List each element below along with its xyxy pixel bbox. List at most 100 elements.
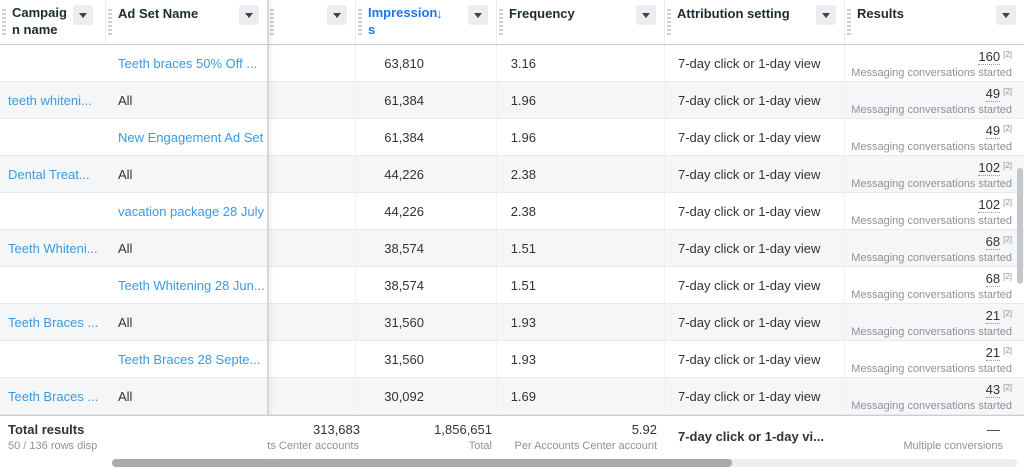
frequency-cell: 1.93 [497,304,665,340]
result-type-label: Messaging conversations started [851,67,1012,79]
ad-set-name-cell: All [106,230,268,266]
ad-set-link[interactable]: Teeth Whitening 28 Jun... [118,277,265,293]
column-header[interactable]: Impressions ↓ [356,0,497,44]
column-header-label: Results [857,6,904,21]
ad-set-link[interactable]: All [118,388,133,404]
column-header-label: Attribution setting [677,6,790,21]
result-value[interactable]: 49 [985,123,1001,139]
results-cell: 102 [2] Messaging conversations started [845,156,1024,192]
impressions-cell: 61,384 [356,82,497,118]
empty-cell [268,341,356,377]
column-drag-handle-icon[interactable] [270,9,274,35]
result-value[interactable]: 68 [985,234,1001,250]
result-footnote: [2] [1003,272,1012,281]
vertical-scrollbar-thumb[interactable] [1017,168,1023,284]
campaign-link[interactable]: Dental Treat... [8,166,90,182]
frequency-caption: Per Accounts Center account [514,440,657,452]
result-value[interactable]: 21 [985,308,1001,324]
results-cell: 21 [2] Messaging conversations started [845,341,1024,377]
campaign-link[interactable]: teeth whiteni... [8,92,92,108]
impressions-caption: Total [468,440,492,452]
column-drag-handle-icon[interactable] [667,9,671,35]
frequency-cell: 1.93 [497,341,665,377]
empty-cell [268,119,356,155]
chevron-down-icon [245,12,253,18]
empty-cell [268,267,356,303]
column-menu-button[interactable] [996,5,1016,25]
campaign-name-cell [0,119,106,155]
result-type-label: Messaging conversations started [851,289,1012,301]
rows-displayed-label: 50 / 136 rows disp [8,440,98,452]
results-cell: 160 [2] Messaging conversations started [845,45,1024,81]
result-value-line: 49 [2] [845,123,1012,140]
result-value[interactable]: 68 [985,271,1001,287]
total-results-label: Total results [8,422,85,437]
campaign-link[interactable]: Teeth Braces ... [8,388,99,404]
column-header[interactable]: Attribution setting ↓ [665,0,845,44]
chevron-down-icon [474,12,482,18]
column-drag-handle-icon[interactable] [847,9,851,35]
empty-cell [268,304,356,340]
column-menu-button[interactable] [327,5,347,25]
results-total: — [987,422,1000,437]
result-value[interactable]: 160 [978,49,1001,65]
attribution-setting-cell: 7-day click or 1-day view [665,230,845,266]
frequency-total: 5.92 [631,422,657,437]
result-value[interactable]: 102 [978,160,1001,176]
frequency-cell: 2.38 [497,193,665,229]
column-menu-button[interactable] [816,5,836,25]
result-value[interactable]: 102 [978,197,1001,213]
impressions-cell: 61,384 [356,119,497,155]
ad-set-link[interactable]: All [118,240,133,256]
result-value-line: 49 [2] [845,86,1012,103]
result-value-line: 102 [2] [845,197,1012,214]
column-header[interactable]: Campaign name ↓ [0,0,106,44]
frozen-pane-divider[interactable] [267,0,269,456]
column-drag-handle-icon[interactable] [2,9,6,35]
attribution-setting-cell: 7-day click or 1-day view [665,304,845,340]
sort-descending-icon: ↓ [436,6,443,21]
result-type-label: Messaging conversations started [851,252,1012,264]
ad-set-name-cell: Teeth Braces 28 Septe... [106,341,268,377]
column-header[interactable]: ↓ [268,0,356,44]
ad-set-name-cell: Teeth Whitening 28 Jun... [106,267,268,303]
column-drag-handle-icon[interactable] [358,9,362,35]
column-header[interactable]: Frequency ↓ [497,0,665,44]
result-value[interactable]: 21 [985,345,1001,361]
result-value-line: 21 [2] [845,345,1012,362]
horizontal-scrollbar-track[interactable] [112,459,1017,467]
campaign-link[interactable]: Teeth Braces ... [8,314,99,330]
attribution-setting-cell: 7-day click or 1-day view [665,267,845,303]
campaign-name-cell: Teeth Braces ... [0,304,106,340]
column-menu-button[interactable] [636,5,656,25]
result-type-label: Messaging conversations started [851,400,1012,412]
ad-set-link[interactable]: All [118,166,133,182]
ad-set-name-cell: All [106,378,268,414]
table-row: vacation package 28 July 44,226 2.38 7-d… [0,193,1024,230]
result-type-label: Messaging conversations started [851,178,1012,190]
column-menu-button[interactable] [239,5,259,25]
column-header[interactable]: Ad Set Name ↓ [106,0,268,44]
frequency-cell: 1.51 [497,267,665,303]
column-drag-handle-icon[interactable] [108,9,112,35]
frequency-cell: 1.96 [497,82,665,118]
result-value[interactable]: 49 [985,86,1001,102]
campaign-name-cell [0,341,106,377]
impressions-cell: 31,560 [356,304,497,340]
impressions-cell: 44,226 [356,156,497,192]
result-type-label: Messaging conversations started [851,141,1012,153]
column-drag-handle-icon[interactable] [499,9,503,35]
ad-set-link[interactable]: Teeth Braces 28 Septe... [118,351,261,367]
ad-set-link[interactable]: Teeth braces 50% Off ... [118,55,258,71]
campaign-link[interactable]: Teeth Whiteni... [8,240,98,256]
column-menu-button[interactable] [468,5,488,25]
ad-set-link[interactable]: All [118,92,133,108]
ad-set-link[interactable]: All [118,314,133,330]
campaign-name-cell [0,193,106,229]
horizontal-scrollbar-thumb[interactable] [112,459,732,467]
ad-set-link[interactable]: vacation package 28 July [118,203,264,219]
result-value[interactable]: 43 [985,382,1001,398]
column-menu-button[interactable] [73,5,93,25]
ad-set-link[interactable]: New Engagement Ad Set [118,129,264,145]
column-header[interactable]: Results ↓ [845,0,1024,44]
